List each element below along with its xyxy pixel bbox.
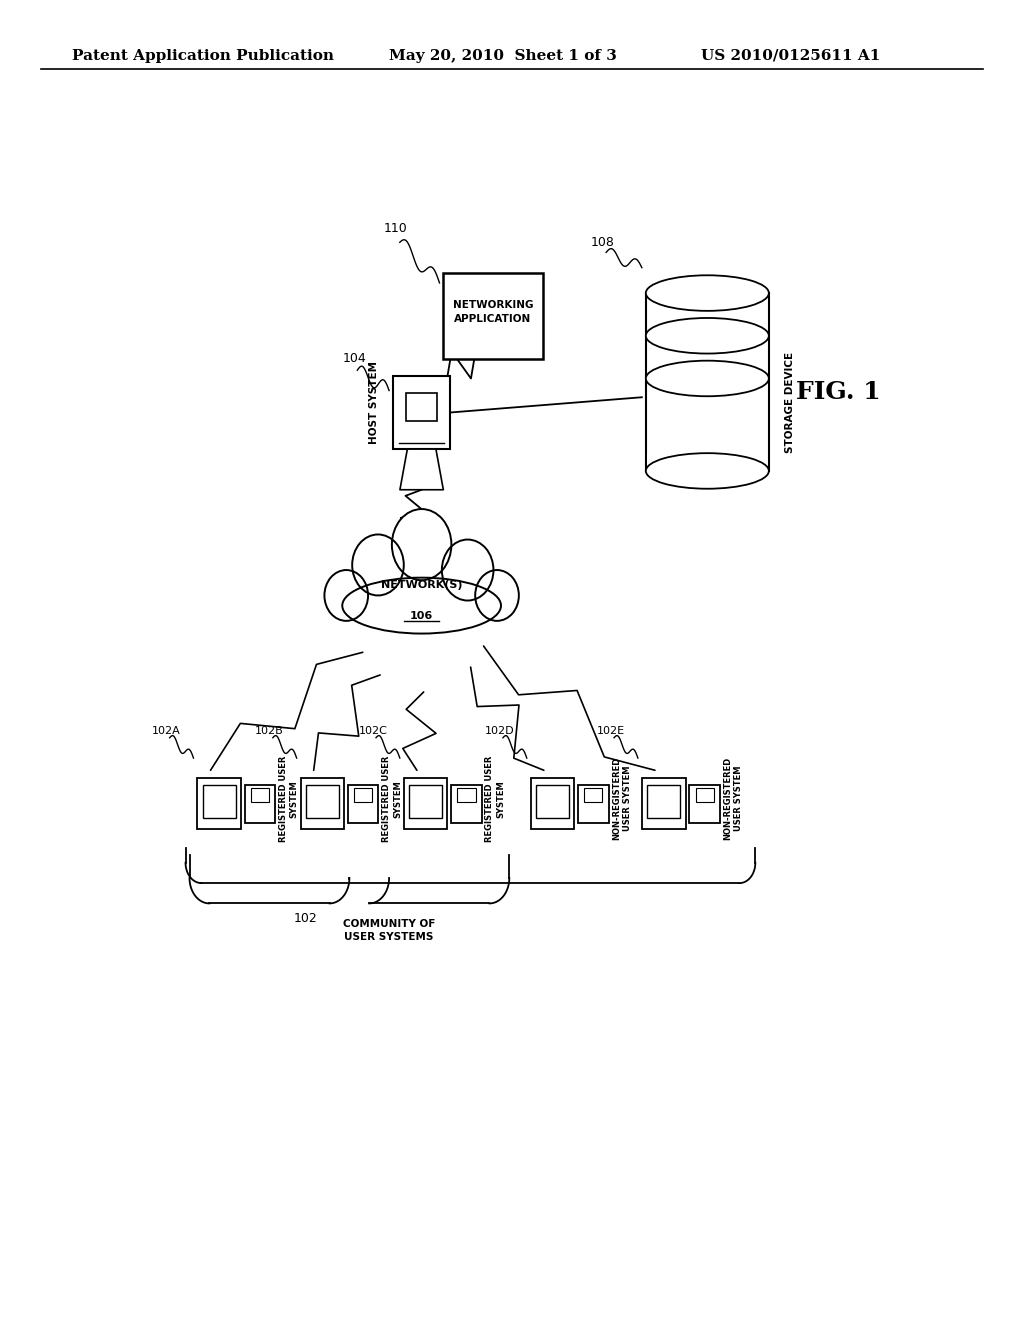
FancyBboxPatch shape bbox=[393, 376, 451, 449]
Text: NON-REGISTERED
USER SYSTEM: NON-REGISTERED USER SYSTEM bbox=[612, 758, 632, 841]
FancyBboxPatch shape bbox=[579, 784, 608, 824]
FancyBboxPatch shape bbox=[198, 779, 241, 829]
Text: 102C: 102C bbox=[358, 726, 387, 735]
Ellipse shape bbox=[442, 540, 494, 601]
Ellipse shape bbox=[352, 535, 403, 595]
FancyBboxPatch shape bbox=[585, 788, 602, 801]
Text: PROFILES: PROFILES bbox=[690, 345, 699, 388]
FancyBboxPatch shape bbox=[301, 779, 344, 829]
FancyBboxPatch shape bbox=[458, 788, 475, 801]
Text: PROFILE ATTRIBUTES: PROFILE ATTRIBUTES bbox=[725, 318, 734, 414]
Text: NETWORKING
APPLICATION: NETWORKING APPLICATION bbox=[453, 300, 534, 323]
Text: REGISTERED USER
SYSTEM: REGISTERED USER SYSTEM bbox=[485, 755, 505, 842]
Ellipse shape bbox=[392, 510, 452, 581]
Text: REGISTERED USER
SYSTEM: REGISTERED USER SYSTEM bbox=[382, 755, 402, 842]
Text: 104: 104 bbox=[343, 352, 367, 366]
Ellipse shape bbox=[342, 578, 501, 634]
FancyBboxPatch shape bbox=[530, 779, 574, 829]
FancyBboxPatch shape bbox=[647, 454, 767, 473]
FancyBboxPatch shape bbox=[306, 785, 339, 818]
Ellipse shape bbox=[475, 570, 519, 620]
Text: 102: 102 bbox=[294, 912, 317, 924]
Text: STORAGE DEVICE: STORAGE DEVICE bbox=[784, 351, 795, 453]
Text: Patent Application Publication: Patent Application Publication bbox=[72, 49, 334, 63]
Ellipse shape bbox=[646, 276, 769, 312]
Text: 102B: 102B bbox=[255, 726, 284, 735]
FancyBboxPatch shape bbox=[695, 788, 714, 801]
Text: HOST SYSTEM: HOST SYSTEM bbox=[369, 360, 379, 444]
Text: 110: 110 bbox=[384, 222, 408, 235]
Text: ATTRIBUTE DEFINITIONS: ATTRIBUTE DEFINITIONS bbox=[760, 312, 768, 422]
Ellipse shape bbox=[325, 570, 368, 620]
FancyBboxPatch shape bbox=[443, 273, 543, 359]
FancyBboxPatch shape bbox=[689, 784, 720, 824]
FancyBboxPatch shape bbox=[647, 785, 680, 818]
FancyBboxPatch shape bbox=[403, 779, 447, 829]
Text: 102E: 102E bbox=[597, 726, 625, 735]
FancyBboxPatch shape bbox=[251, 788, 269, 801]
Text: COMMUNITY OF
USER SYSTEMS: COMMUNITY OF USER SYSTEMS bbox=[343, 919, 435, 942]
Text: MEMBER RECORDS: MEMBER RECORDS bbox=[656, 325, 665, 409]
FancyBboxPatch shape bbox=[646, 293, 769, 471]
Ellipse shape bbox=[646, 453, 769, 488]
FancyBboxPatch shape bbox=[203, 785, 236, 818]
FancyBboxPatch shape bbox=[406, 393, 437, 421]
Text: US 2010/0125611 A1: US 2010/0125611 A1 bbox=[701, 49, 881, 63]
Text: 102D: 102D bbox=[485, 726, 515, 735]
Text: NETWORK(S): NETWORK(S) bbox=[381, 581, 463, 590]
Text: NON-REGISTERED
USER SYSTEM: NON-REGISTERED USER SYSTEM bbox=[723, 758, 743, 841]
Text: May 20, 2010  Sheet 1 of 3: May 20, 2010 Sheet 1 of 3 bbox=[389, 49, 617, 63]
FancyBboxPatch shape bbox=[354, 788, 373, 801]
FancyBboxPatch shape bbox=[452, 784, 481, 824]
Text: FIG. 1: FIG. 1 bbox=[796, 380, 881, 404]
Text: 102A: 102A bbox=[153, 726, 181, 735]
Ellipse shape bbox=[646, 360, 769, 396]
FancyBboxPatch shape bbox=[348, 784, 379, 824]
FancyBboxPatch shape bbox=[245, 784, 275, 824]
Text: 108: 108 bbox=[590, 236, 614, 249]
Text: REGISTERED USER
SYSTEM: REGISTERED USER SYSTEM bbox=[279, 755, 299, 842]
FancyBboxPatch shape bbox=[642, 779, 685, 829]
FancyBboxPatch shape bbox=[537, 785, 569, 818]
Ellipse shape bbox=[646, 318, 769, 354]
FancyBboxPatch shape bbox=[410, 785, 442, 818]
Polygon shape bbox=[400, 449, 443, 490]
Text: 106: 106 bbox=[410, 611, 433, 620]
